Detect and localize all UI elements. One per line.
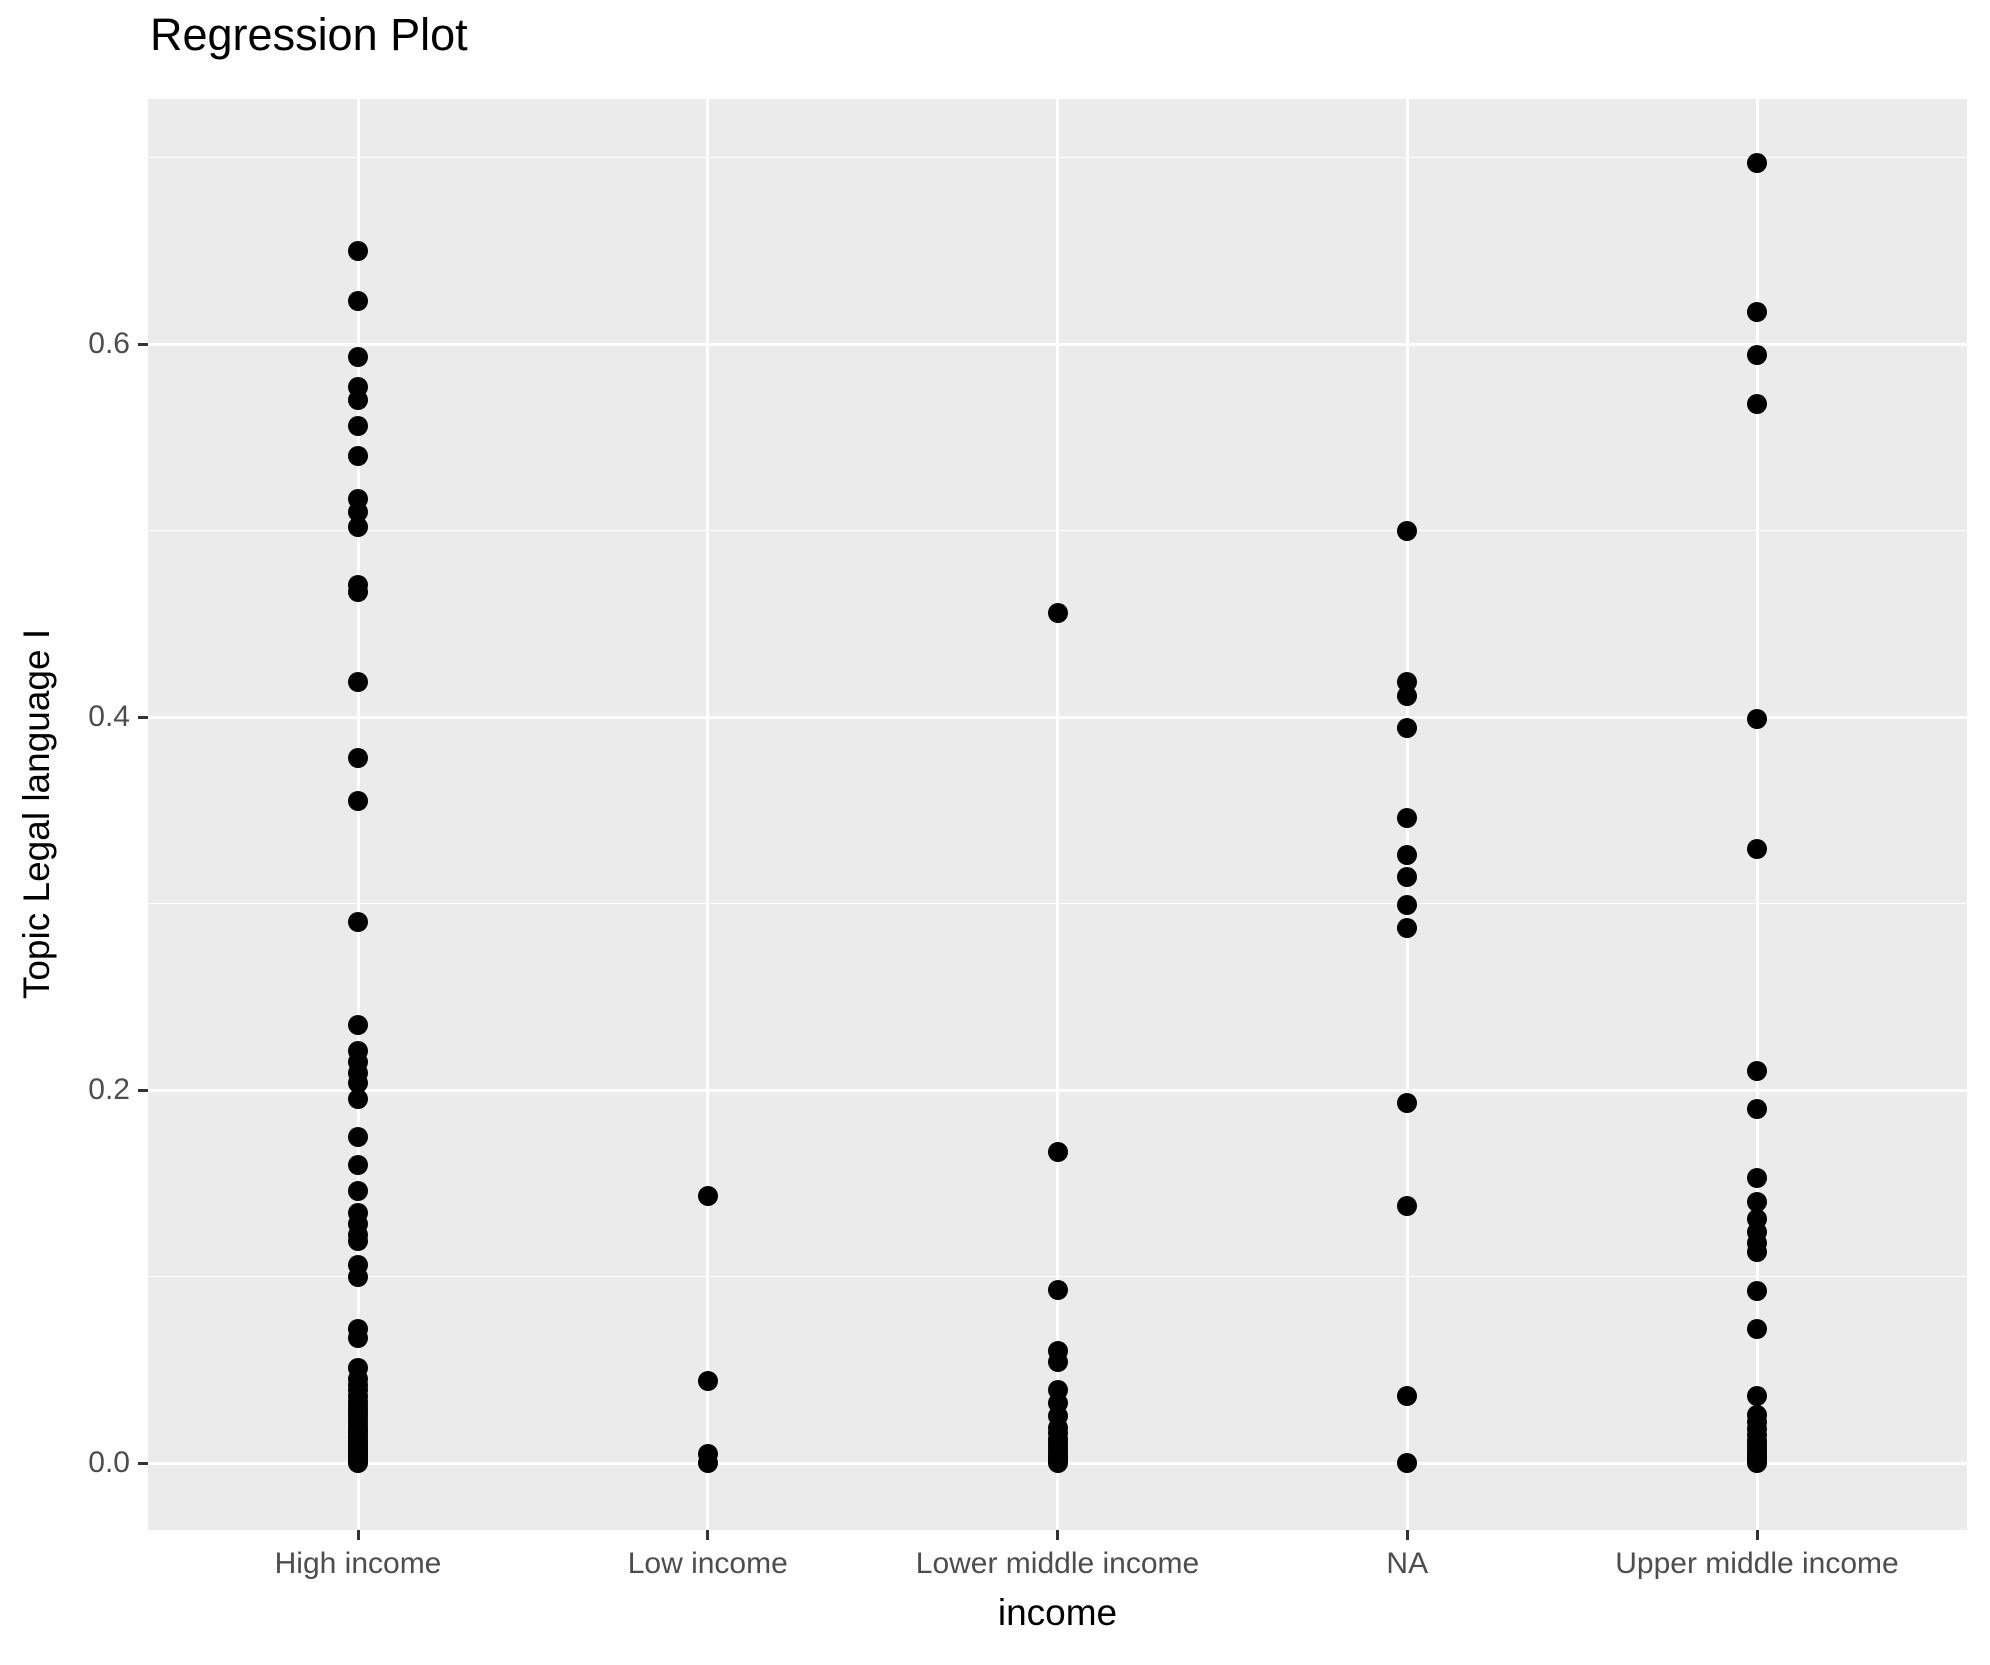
data-point — [348, 240, 368, 261]
x-axis-title: income — [997, 1592, 1118, 1633]
data-point — [1747, 1318, 1767, 1339]
data-point — [1397, 845, 1418, 865]
x-tick-label: Low income — [627, 1547, 788, 1580]
data-point — [348, 1126, 368, 1147]
data-point — [1047, 1453, 1068, 1473]
x-tick-mark — [1755, 1530, 1759, 1540]
gridline-vertical — [706, 99, 710, 1530]
y-tick-mark — [138, 1088, 148, 1092]
data-point — [348, 445, 368, 466]
data-point — [348, 1014, 368, 1035]
data-point — [1397, 1453, 1418, 1473]
y-tick-mark — [138, 715, 148, 719]
data-point — [1397, 895, 1418, 916]
data-point — [1047, 602, 1068, 623]
gridline-vertical — [1755, 99, 1759, 1530]
data-point — [348, 1231, 368, 1252]
data-point — [1747, 1281, 1767, 1302]
data-point — [1747, 1098, 1767, 1119]
y-axis-title: Topic Legal language I — [16, 628, 57, 1000]
gridline-vertical — [356, 99, 360, 1530]
x-tick-label: Lower middle income — [915, 1547, 1200, 1580]
data-point — [1397, 917, 1418, 938]
data-point — [1747, 1191, 1767, 1212]
data-point — [1397, 1385, 1418, 1406]
y-tick-label: 0.0 — [88, 1446, 130, 1479]
data-point — [1747, 1061, 1767, 1082]
data-point — [348, 1089, 368, 1110]
data-point — [1747, 345, 1767, 366]
data-point — [1397, 1093, 1418, 1114]
plot-panel — [148, 99, 1967, 1530]
data-point — [1747, 302, 1767, 323]
data-point — [1397, 1195, 1418, 1216]
data-point — [1397, 520, 1418, 541]
y-tick-label: 0.6 — [88, 327, 130, 360]
x-tick-label: High income — [274, 1547, 442, 1580]
data-point — [348, 1180, 368, 1201]
data-point — [348, 1072, 368, 1093]
data-point — [348, 416, 368, 437]
data-point — [348, 748, 368, 769]
data-point — [1747, 1242, 1767, 1263]
data-point — [1747, 1167, 1767, 1188]
data-point — [348, 1154, 368, 1175]
data-point — [348, 912, 368, 933]
data-point — [348, 291, 368, 312]
data-point — [348, 389, 368, 410]
x-tick-label: NA — [1386, 1547, 1429, 1580]
data-point — [348, 790, 368, 811]
data-point — [1747, 393, 1767, 414]
plot-title: Regression Plot — [150, 9, 468, 60]
data-point — [1397, 718, 1418, 739]
x-tick-mark — [1405, 1530, 1409, 1540]
data-point — [348, 1328, 368, 1349]
data-point — [1747, 153, 1767, 174]
data-point — [348, 582, 368, 603]
x-tick-mark — [1056, 1530, 1059, 1540]
data-point — [1047, 1141, 1068, 1162]
y-tick-mark — [138, 1461, 148, 1465]
x-tick-label: Upper middle income — [1615, 1547, 1899, 1580]
data-point — [1397, 867, 1418, 888]
data-point — [348, 671, 368, 692]
x-tick-mark — [706, 1530, 710, 1540]
x-tick-mark — [356, 1530, 360, 1540]
y-tick-label: 0.2 — [88, 1073, 130, 1106]
gridline-vertical — [1056, 99, 1059, 1530]
data-point — [697, 1370, 718, 1391]
data-point — [348, 1453, 368, 1473]
data-point — [1047, 1279, 1068, 1300]
data-point — [697, 1186, 718, 1207]
data-point — [1747, 839, 1767, 860]
data-point — [1747, 1385, 1767, 1406]
data-point — [348, 1266, 368, 1287]
data-point — [348, 516, 368, 537]
data-point — [1397, 686, 1418, 707]
data-point — [1747, 708, 1767, 729]
data-point — [697, 1453, 718, 1473]
y-tick-label: 0.4 — [88, 700, 130, 733]
data-point — [1747, 1453, 1767, 1473]
data-point — [348, 347, 368, 368]
y-tick-mark — [138, 342, 148, 346]
data-point — [1397, 807, 1418, 828]
data-point — [1047, 1352, 1068, 1373]
